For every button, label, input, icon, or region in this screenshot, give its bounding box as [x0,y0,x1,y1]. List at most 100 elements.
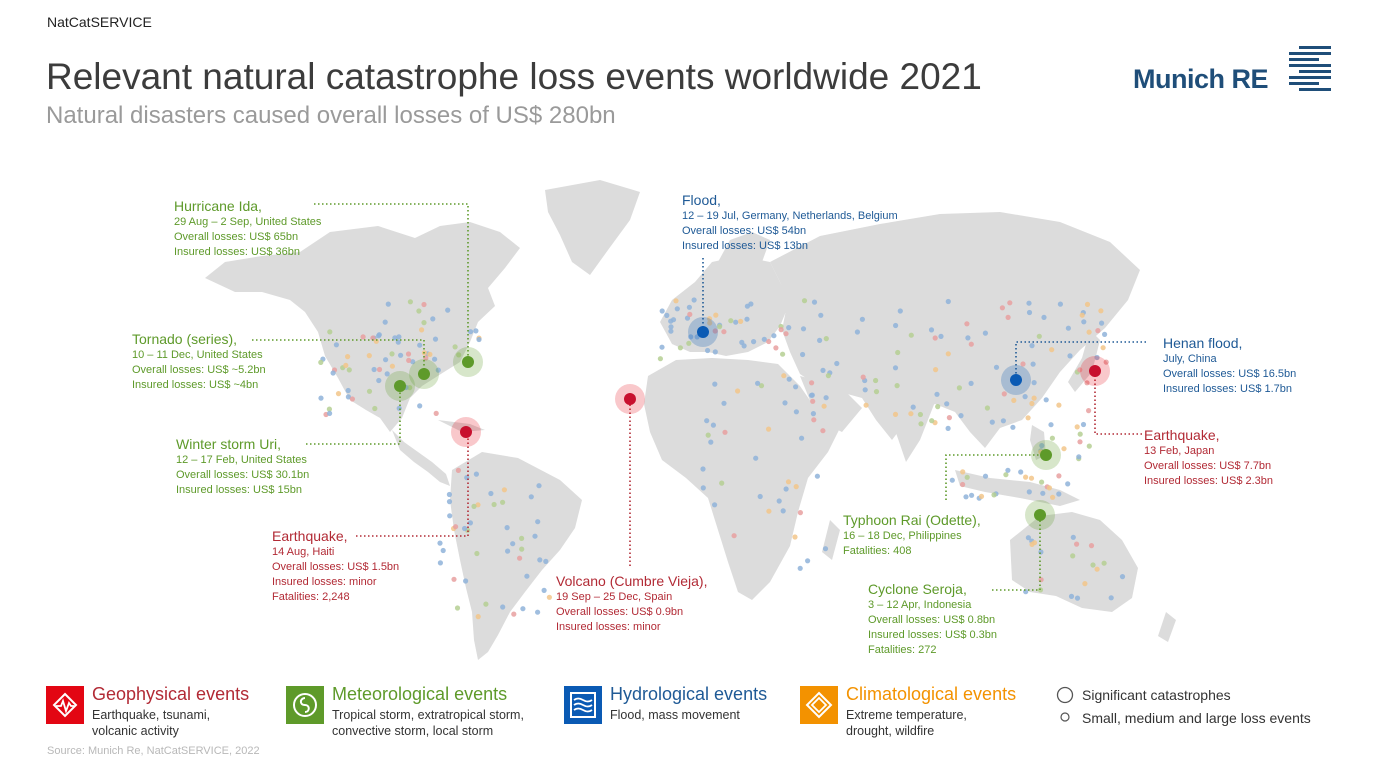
loss-event-dot [389,363,395,369]
loss-event-dot [1057,301,1063,307]
loss-event-dot [686,304,693,310]
loss-event-dot [371,366,377,373]
loss-event-dot [1056,473,1062,479]
loss-event-dot [1022,394,1028,400]
loss-event-dot [392,335,398,341]
leader-japan [1094,372,1142,435]
loss-event-dot [1005,467,1011,473]
loss-event-dot [873,389,880,395]
loss-event-dot [781,373,787,379]
annotation-line: Insured losses: US$ 36bn [174,246,300,258]
loss-event-dot [1049,435,1055,441]
annotation-title: Hurricane Ida, [174,198,262,214]
loss-event-dot [1007,300,1013,306]
loss-event-dot [700,466,706,472]
meteorological-icon [286,686,324,724]
loss-event-dot [517,555,523,561]
loss-event-dot [949,477,955,483]
loss-event-dot [1084,380,1090,386]
significant-markers [385,317,1110,530]
loss-event-dot [793,484,799,490]
loss-event-dot [326,406,332,412]
loss-event-dot [427,351,433,357]
loss-event-dot [360,334,366,340]
loss-event-dot [349,396,355,402]
loss-event-dot [1056,491,1062,497]
loss-event-dot [721,329,727,335]
loss-event-dot [437,540,443,546]
loss-event-dot [330,370,336,376]
loss-event-dot [543,558,549,565]
loss-event-dot [793,409,800,415]
loss-event-dot [1031,540,1038,546]
loss-event-dot [1090,562,1096,568]
loss-event-dot [1095,328,1101,334]
loss-event-dot [318,395,324,401]
loss-event-dot [686,340,692,346]
loss-event-dot [713,312,719,318]
source-note: Source: Munich Re, NatCatSERVICE, 2022 [47,745,260,757]
loss-event-dot [1103,359,1109,365]
climatological-icon [800,686,838,724]
loss-event-dot [862,387,868,393]
brand-label: NatCatSERVICE [47,14,152,30]
loss-event-dot [938,333,944,339]
loss-event-dot [384,371,390,377]
loss-event-dot [1026,300,1032,306]
loss-event-dot [537,557,543,563]
annotation-line: 14 Aug, Haiti [272,546,335,558]
scandinavia [718,232,770,270]
loss-event-dot [733,319,739,325]
loss-event-dot [968,380,974,386]
loss-event-dot [722,429,728,435]
loss-event-dot [766,508,772,514]
loss-event-dot [659,344,665,350]
loss-event-dot [958,413,964,419]
loss-event-dot [783,486,789,492]
loss-event-dot [677,345,684,351]
legend-significant: Significant catastrophes [1082,687,1231,703]
loss-event-dot [999,305,1006,311]
loss-event-dot [1061,446,1067,452]
loss-event-dot [1048,422,1054,428]
loss-event-dot [389,351,395,357]
loss-event-dot [1011,397,1017,403]
annotation-line: Fatalities: 2,248 [272,591,350,603]
loss-event-dot [991,492,997,498]
loss-event-dot [1026,309,1033,316]
loss-event-dot [748,301,754,307]
legend-desc: Flood, mass movement [610,707,740,723]
loss-event-dot [462,525,468,532]
loss-event-dot [969,492,975,498]
loss-event-dot [706,316,713,322]
annotation-volcano: Volcano (Cumbre Vieja), 19 Sep – 25 Dec,… [556,572,707,635]
loss-event-dot [1086,408,1092,414]
loss-event-dot [786,376,792,382]
loss-event-dot [1050,494,1056,500]
loss-event-dot [1031,395,1037,401]
loss-event-dot [978,493,985,499]
loss-event-dot [700,485,706,491]
loss-event-dot [519,535,525,542]
loss-event-dot [934,391,940,397]
loss-event-dot [1029,343,1035,349]
loss-event-dot [809,380,815,386]
loss-event-dot [475,502,481,508]
marker-ida [453,347,483,377]
loss-event-dot [445,307,451,313]
annotation-line: Insured losses: minor [556,621,661,633]
loss-event-dot [501,487,507,493]
loss-event-dot [335,391,342,397]
loss-event-dot [1028,475,1035,481]
loss-event-dot [505,548,511,554]
loss-event-dot [454,605,461,611]
loss-event-dot [1099,320,1105,326]
small-event-circle-icon [1060,712,1070,722]
annotation-flood-europe: Flood, 12 – 19 Jul, Germany, Netherlands… [682,191,898,254]
loss-event-dot [964,474,970,480]
annotation-line: Overall losses: US$ 0.8bn [868,614,996,626]
loss-event-dot [946,415,953,421]
loss-event-dot [710,422,717,428]
loss-event-dot [771,333,777,339]
south-america [450,452,582,660]
